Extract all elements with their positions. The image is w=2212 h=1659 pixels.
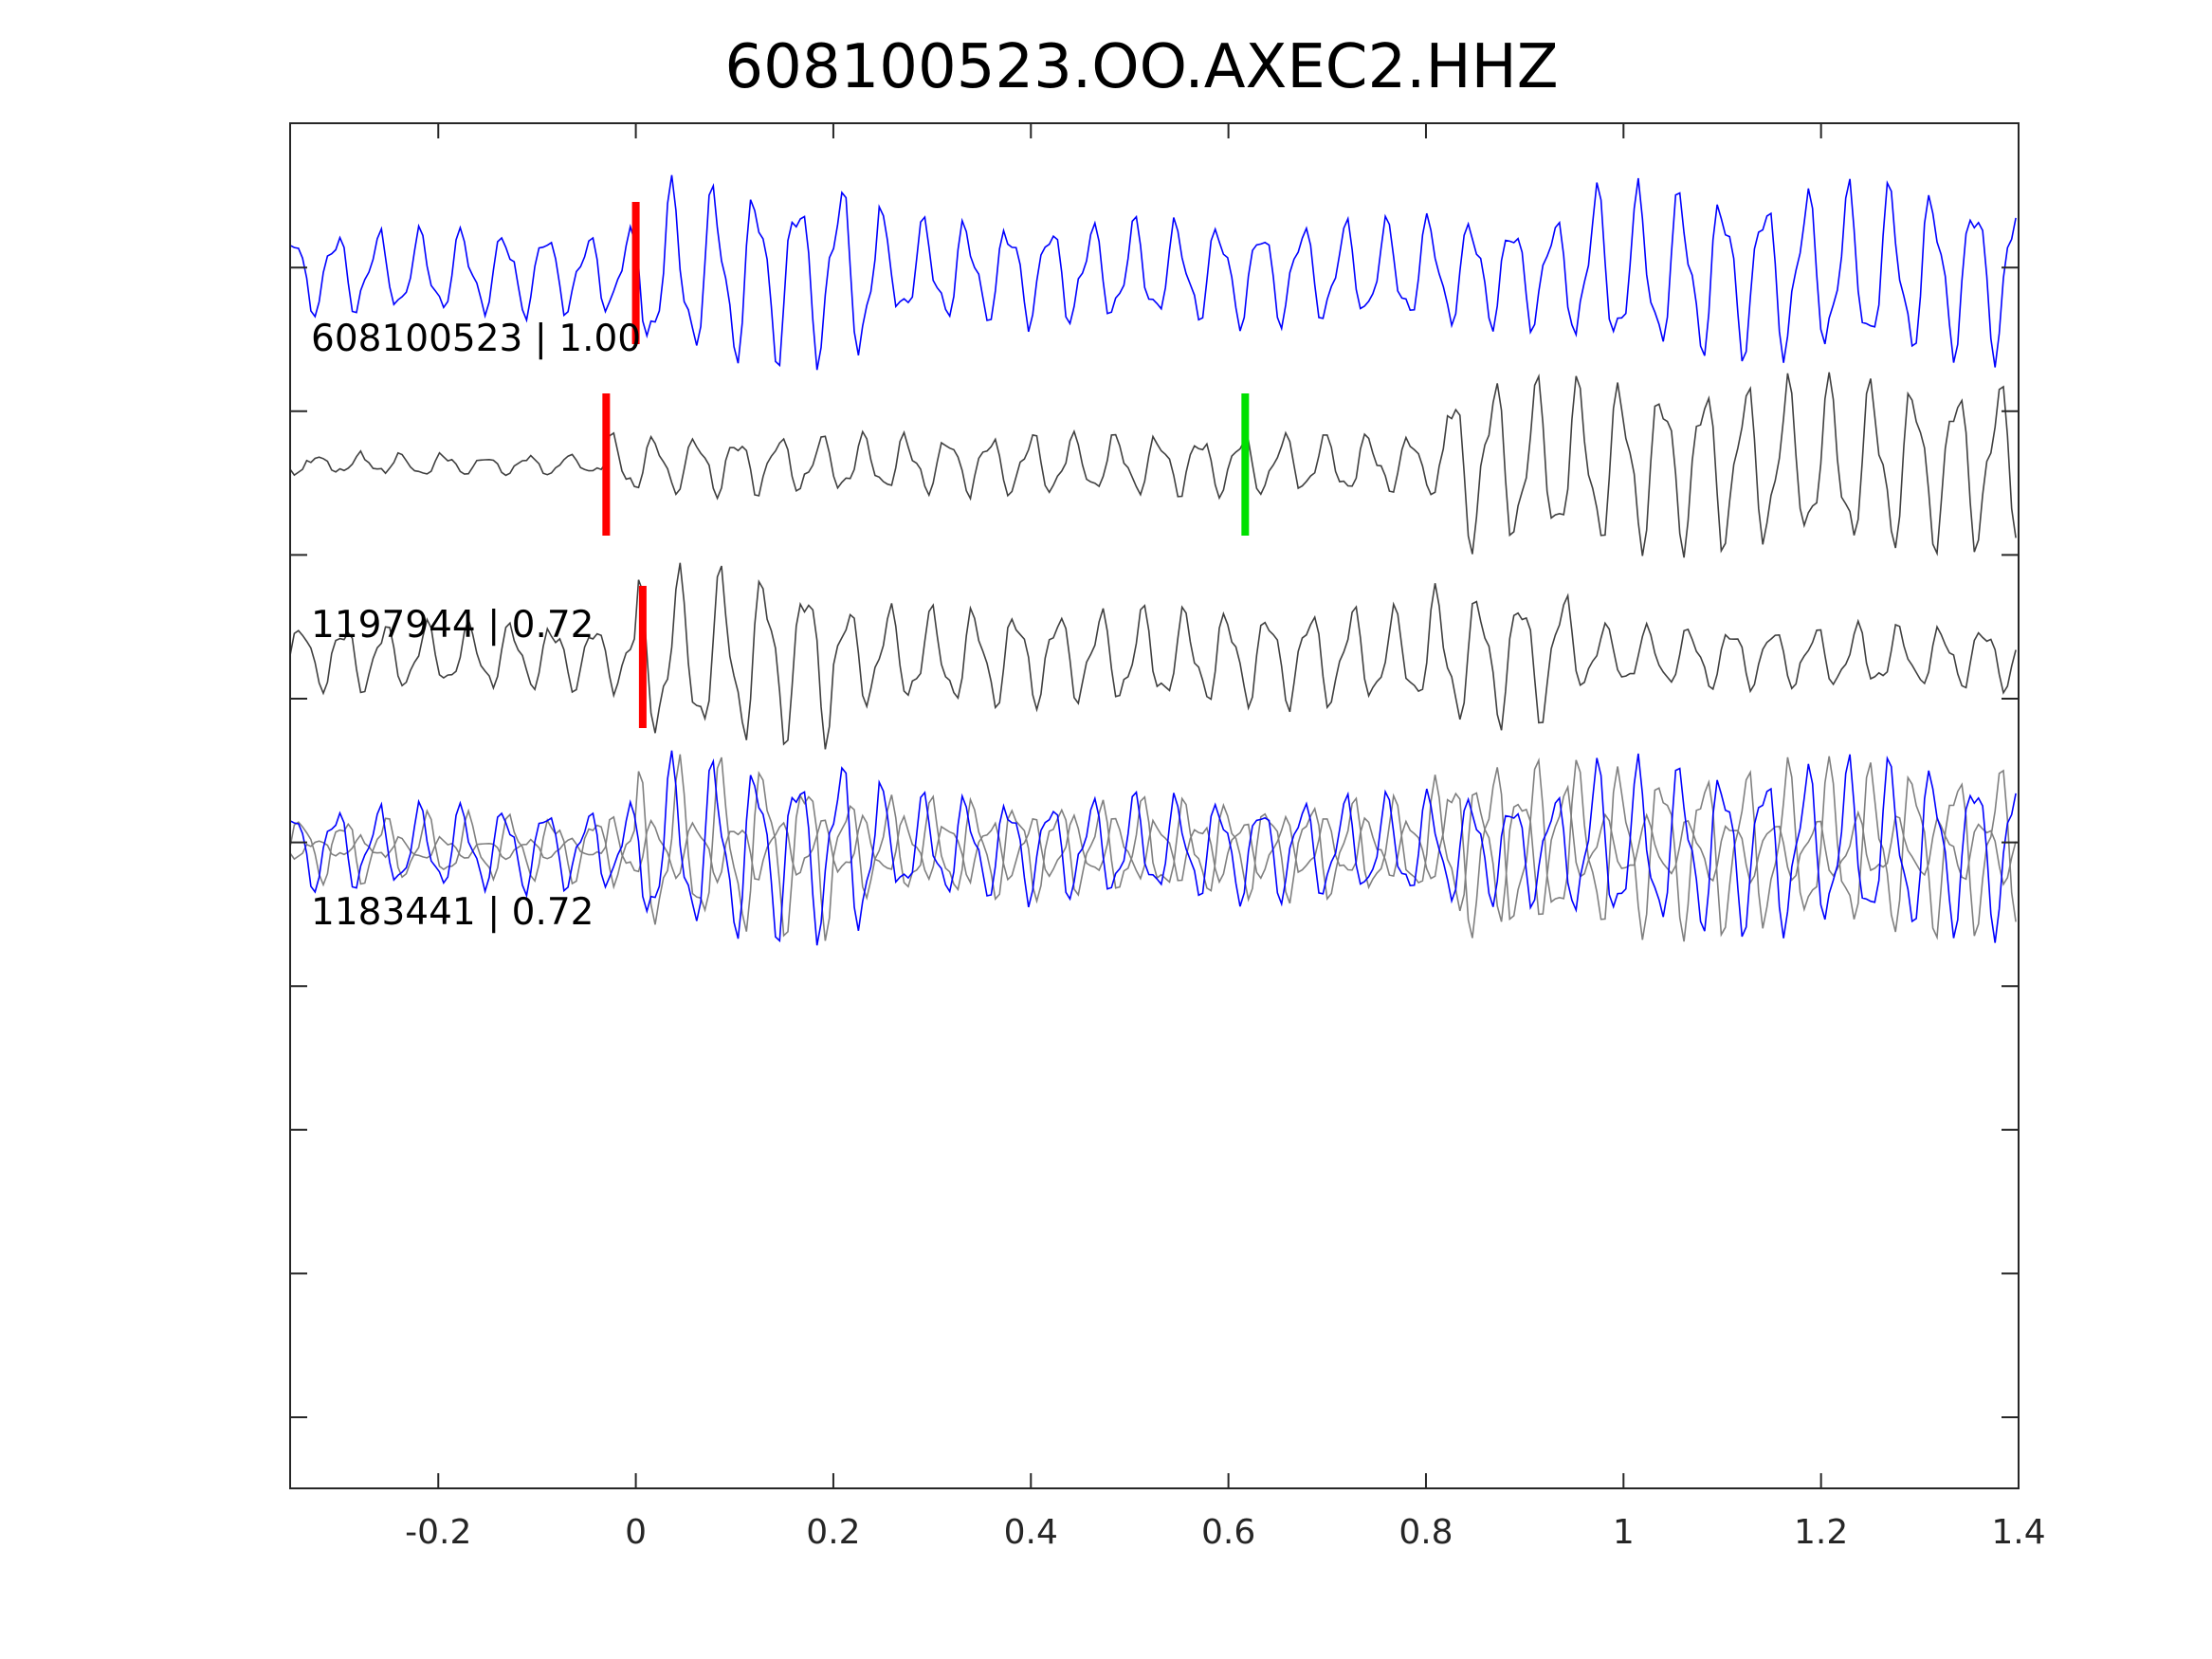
x-tick-label: 0.4 — [1004, 1513, 1058, 1552]
plot-area — [289, 174, 2017, 946]
x-tick-label: 0.2 — [806, 1513, 860, 1552]
x-tick-label: 0 — [625, 1513, 647, 1552]
x-tick-label: 0.8 — [1398, 1513, 1453, 1552]
trace-label-1197944: 1197944 | 0.72 — [311, 604, 594, 647]
x-tick-label: 1.2 — [1794, 1513, 1848, 1552]
axes-box — [289, 122, 2020, 1489]
x-tick-label: 0.6 — [1201, 1513, 1255, 1552]
trace-label-1183441: 1183441 | 0.72 — [311, 891, 594, 934]
x-tick-label: 1 — [1613, 1513, 1635, 1552]
trace-labels: 608100523 | 1.00 1197944 | 0.72 1183441 | … — [311, 318, 641, 934]
x-tick-label: -0.2 — [405, 1513, 471, 1552]
trace-1183441 — [289, 562, 2017, 750]
trace-label-608100523: 608100523 | 1.00 — [311, 318, 641, 360]
trace-608100523 — [289, 174, 2017, 371]
x-tick-label: 1.4 — [1991, 1513, 2045, 1552]
overlay-trace-608100523 — [289, 750, 2017, 946]
axis-ticks: -0.2 0 0.2 0.4 0.6 0.8 1 1.2 1.4 — [290, 123, 2046, 1552]
chart-title: 608100523.OO.AXEC2.HHZ — [724, 32, 1558, 102]
overlay-trace-1183441 — [289, 754, 2017, 941]
trace-1197944 — [289, 372, 2017, 558]
